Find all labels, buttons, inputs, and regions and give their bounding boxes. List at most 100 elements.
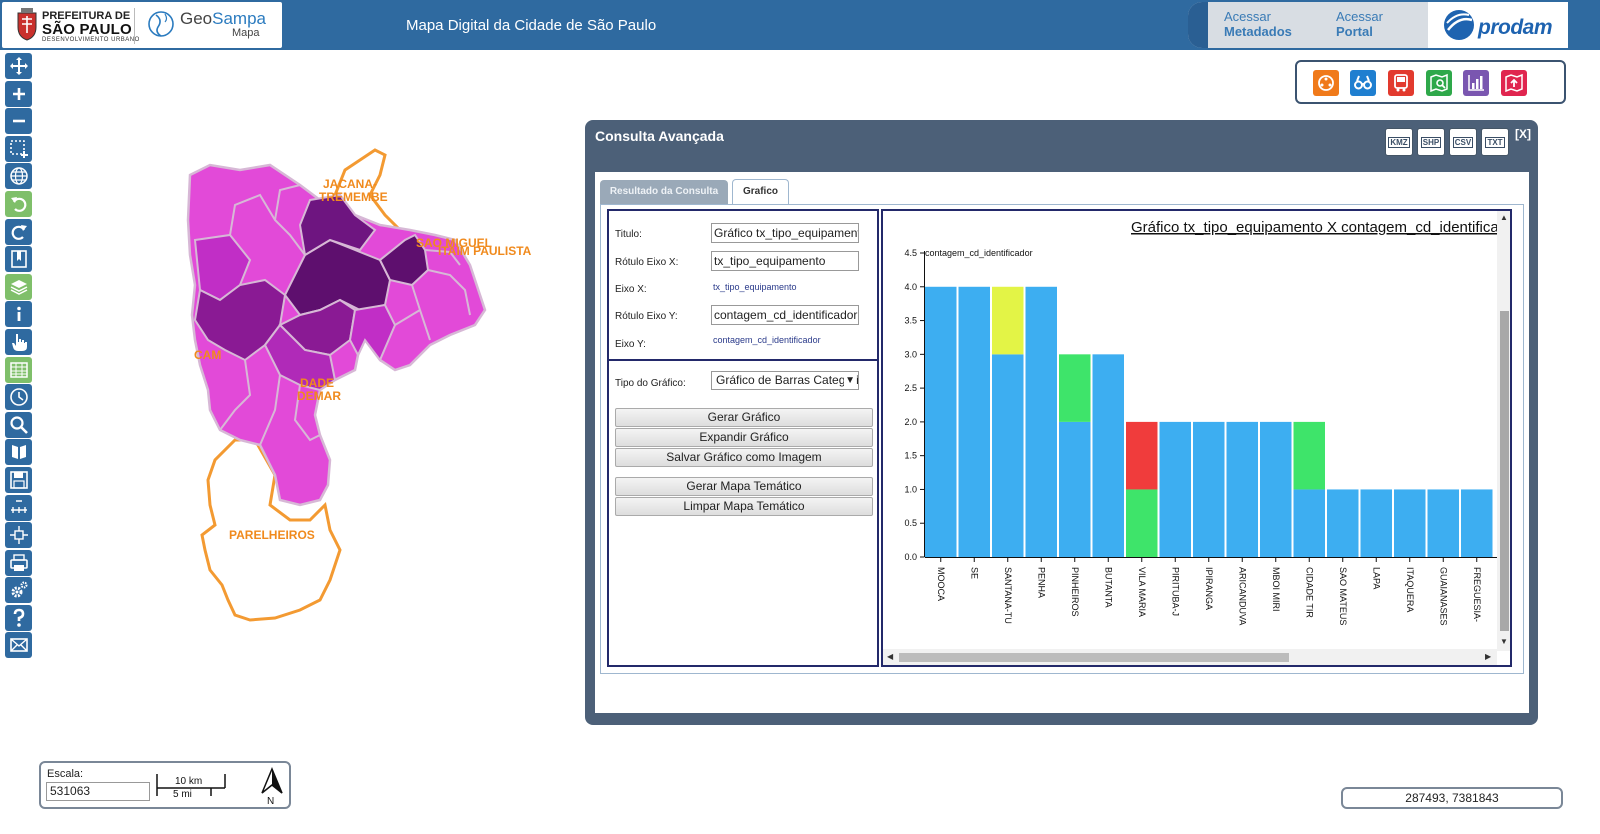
- coordinate-tool[interactable]: [5, 522, 32, 549]
- binoculars-tool[interactable]: [1350, 70, 1376, 96]
- map-search-tool-icon: [1430, 73, 1448, 93]
- settings-icon: [11, 581, 27, 598]
- tab-grafico[interactable]: Grafico: [732, 179, 789, 205]
- district-line-4: [219, 359, 321, 446]
- zoom-out-tool[interactable]: [5, 108, 32, 135]
- zoom-box-icon: [9, 139, 28, 158]
- export-csv-button[interactable]: CSV: [1449, 128, 1477, 156]
- prefeitura-line2: SÃO PAULO: [42, 21, 132, 38]
- geosampa-globe-icon: [148, 11, 174, 37]
- titulo-input[interactable]: Gráfico tx_tipo_equipamento X contagem_c…: [711, 223, 859, 243]
- map-view[interactable]: JACANA- TREMEMBE SAO MIGUEL ITAIM PAULIS…: [180, 140, 550, 630]
- scroll-left-icon[interactable]: ◀: [887, 652, 894, 661]
- app-header: PREFEITURA DE SÃO PAULO DESENVOLVIMENTO …: [0, 0, 1600, 50]
- redo-tool[interactable]: [5, 218, 32, 245]
- metadados-link[interactable]: Acessar Metadados: [1224, 9, 1292, 39]
- table-icon: [9, 361, 28, 378]
- scale-input[interactable]: 531063: [46, 782, 150, 801]
- chart-horizontal-scrollbar[interactable]: ◀ ▶: [883, 649, 1497, 665]
- vertical-scroll-thumb[interactable]: [1500, 311, 1509, 631]
- y-tick-label: 0.0: [904, 552, 917, 562]
- district-line-5: [424, 249, 461, 266]
- bar-penha-s0: [1025, 286, 1057, 557]
- gerar-mapa-tematico-button[interactable]: Gerar Mapa Temático: [615, 477, 873, 496]
- search-icon: [9, 416, 28, 434]
- scale-mi-text: 5 mi: [173, 789, 192, 800]
- bar-pirituba-j-s0: [1159, 421, 1191, 557]
- zoom-box-tool[interactable]: [5, 135, 32, 162]
- pan-tool[interactable]: [5, 53, 32, 79]
- expandir-grafico-button[interactable]: Expandir Gráfico: [615, 428, 873, 447]
- zoom-in-tool[interactable]: [5, 80, 32, 107]
- movie-tool-icon: [1318, 75, 1334, 91]
- tab-panel: Titulo: Gráfico tx_tipo_equipamento X co…: [600, 204, 1524, 674]
- bus-tool[interactable]: [1388, 70, 1414, 96]
- x-tick-label: ITAQUERA: [1405, 567, 1415, 612]
- prefeitura-crest-icon: [17, 8, 37, 41]
- salvar-grafico-button[interactable]: Salvar Gráfico como Imagem: [615, 448, 873, 467]
- save-tool[interactable]: [5, 466, 32, 493]
- export-txt-button[interactable]: TXT: [1481, 128, 1509, 156]
- print-tool[interactable]: [5, 549, 32, 576]
- chart-tool[interactable]: [1463, 70, 1489, 96]
- tab-resultado[interactable]: Resultado da Consulta: [600, 180, 728, 204]
- help-tool[interactable]: [5, 604, 32, 631]
- portal-link[interactable]: Acessar Portal: [1336, 9, 1383, 39]
- rotulo-y-input[interactable]: contagem_cd_identificador: [711, 305, 859, 325]
- district-dark-north: [298, 193, 377, 257]
- measure-tool[interactable]: [5, 494, 32, 521]
- map-upload-tool[interactable]: [1501, 70, 1527, 96]
- identify-tool[interactable]: [5, 328, 32, 355]
- bar-sao-mateus-s0: [1327, 489, 1359, 557]
- layers-icon: [10, 279, 27, 295]
- shp-label: SHP: [1420, 136, 1442, 148]
- y-tick-label: 1.0: [904, 484, 917, 494]
- prefeitura-line3: DESENVOLVIMENTO URBANO: [42, 37, 140, 43]
- layers-tool[interactable]: [5, 273, 32, 300]
- scroll-down-icon[interactable]: ▼: [1500, 637, 1508, 646]
- search-tool[interactable]: [5, 411, 32, 438]
- full-extent-tool[interactable]: [5, 163, 32, 190]
- x-tick-label: PIRITUBA-J: [1170, 567, 1180, 616]
- settings-tool[interactable]: [5, 577, 32, 604]
- scroll-right-icon[interactable]: ▶: [1485, 652, 1492, 661]
- district-south-outline: [200, 438, 342, 622]
- bar-pinheiros-s0: [1059, 421, 1091, 557]
- prodam-logo-text: prodam: [1478, 16, 1553, 39]
- rotulo-x-input[interactable]: tx_tipo_equipamento: [711, 251, 859, 271]
- bar-chart: Gráfico tx_tipo_equipamento X contagem_c…: [904, 219, 1497, 626]
- y-tick-label: 3.5: [904, 316, 917, 326]
- chart-vertical-scrollbar[interactable]: ▲ ▼: [1497, 211, 1510, 651]
- district-line-3: [394, 269, 471, 341]
- scale-panel: Escala: 531063 10 km 5 mi N: [39, 761, 291, 809]
- table-tool[interactable]: [5, 356, 32, 383]
- info-tool[interactable]: [5, 301, 32, 328]
- advanced-query-dialog: Consulta Avançada KMZ SHP CSV TXT [X] Re…: [585, 120, 1538, 725]
- download-tool[interactable]: [5, 439, 32, 466]
- bar-mboi-miri-s0: [1260, 421, 1292, 557]
- contact-tool[interactable]: [5, 632, 32, 659]
- export-kmz-button[interactable]: KMZ: [1385, 128, 1413, 156]
- zoom-out-icon: [12, 119, 25, 123]
- app-title: Mapa Digital da Cidade de São Paulo: [406, 17, 657, 34]
- horizontal-scroll-thumb[interactable]: [899, 653, 1289, 662]
- map-label-jacana: JACANA-: [323, 177, 377, 191]
- movie-tool[interactable]: [1313, 70, 1339, 96]
- bar-santana-tu-s0: [992, 354, 1024, 557]
- dialog-close-button[interactable]: [X]: [1515, 127, 1531, 141]
- export-shp-button[interactable]: SHP: [1417, 128, 1445, 156]
- undo-tool[interactable]: [5, 190, 32, 217]
- bookmark-tool[interactable]: [5, 246, 32, 273]
- limpar-mapa-tematico-button[interactable]: Limpar Mapa Temático: [615, 497, 873, 516]
- scroll-up-icon[interactable]: ▲: [1500, 213, 1508, 222]
- map-toolbar: [5, 53, 33, 660]
- gerar-grafico-button[interactable]: Gerar Gráfico: [615, 408, 873, 427]
- y-tick-label: 3.0: [904, 349, 917, 359]
- x-tick-label: FREGUESIA-: [1472, 567, 1482, 622]
- bookmark-icon: [10, 250, 27, 268]
- chart-type-select[interactable]: Gráfico de Barras Categorizado▼: [711, 371, 859, 390]
- map-search-tool[interactable]: [1426, 70, 1452, 96]
- bar-aricanduva-s0: [1226, 421, 1258, 557]
- history-tool[interactable]: [5, 384, 32, 411]
- city-map[interactable]: [180, 140, 550, 630]
